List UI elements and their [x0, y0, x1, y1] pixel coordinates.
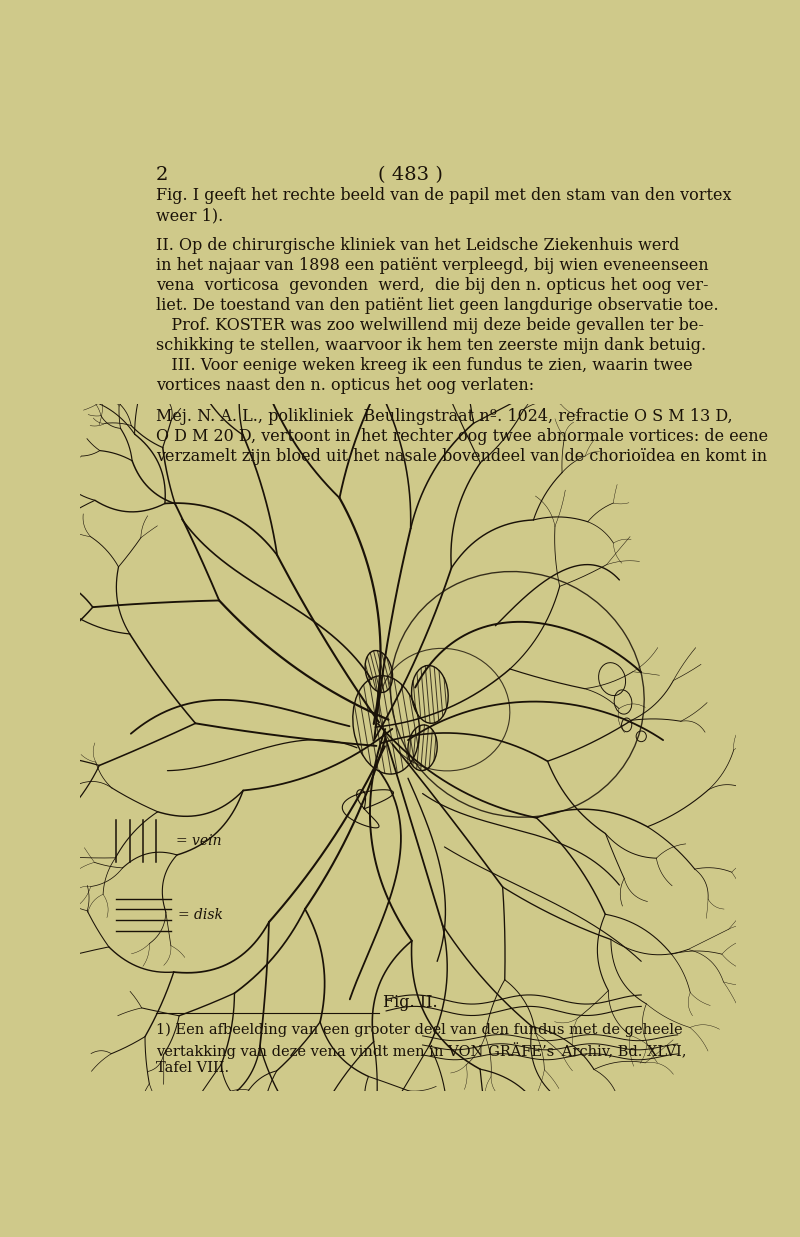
- Text: vena  vorticosa  gevonden  werd,  die bij den n. opticus het oog ver-: vena vorticosa gevonden werd, die bij de…: [156, 277, 708, 294]
- Text: vertakking van deze vena vindt men in VON GRÄFE’s  Archiv, Bd. XLVI,: vertakking van deze vena vindt men in VO…: [156, 1042, 686, 1059]
- Text: = vein: = vein: [176, 834, 222, 849]
- Text: 2: 2: [156, 166, 168, 183]
- Text: II. Op de chirurgische kliniek van het Leidsche Ziekenhuis werd: II. Op de chirurgische kliniek van het L…: [156, 238, 679, 254]
- Text: Fig. II.: Fig. II.: [382, 995, 438, 1012]
- Text: Prof. KOSTER was zoo welwillend mij deze beide gevallen ter be-: Prof. KOSTER was zoo welwillend mij deze…: [156, 317, 704, 334]
- Text: = disk: = disk: [178, 908, 223, 922]
- Text: Fig. I geeft het rechte beeld van de papil met den stam van den vortex: Fig. I geeft het rechte beeld van de pap…: [156, 187, 731, 204]
- Text: in het najaar van 1898 een patiënt verpleegd, bij wien eveneenseen: in het najaar van 1898 een patiënt verpl…: [156, 257, 709, 275]
- Text: Tafel VIII.: Tafel VIII.: [156, 1061, 229, 1075]
- Text: O D M 20 D, vertoont in  het rechter oog twee abnormale vortices: de eene: O D M 20 D, vertoont in het rechter oog …: [156, 428, 768, 444]
- Text: schikking te stellen, waarvoor ik hem ten zeerste mijn dank betuig.: schikking te stellen, waarvoor ik hem te…: [156, 336, 706, 354]
- Text: III. Voor eenige weken kreeg ik een fundus te zien, waarin twee: III. Voor eenige weken kreeg ik een fund…: [156, 357, 693, 374]
- Text: weer 1).: weer 1).: [156, 208, 223, 224]
- Text: liet. De toestand van den patiënt liet geen langdurige observatie toe.: liet. De toestand van den patiënt liet g…: [156, 297, 718, 314]
- Text: Mej. N. A. L., polikliniek  Beulingstraat nº. 1024, refractie O S M 13 D,: Mej. N. A. L., polikliniek Beulingstraat…: [156, 407, 733, 424]
- Text: vortices naast den n. opticus het oog verlaten:: vortices naast den n. opticus het oog ve…: [156, 377, 534, 395]
- Text: ( 483 ): ( 483 ): [378, 166, 442, 183]
- Text: verzamelt zijn bloed uit het nasale bovendeel van de chorioïdea en komt in: verzamelt zijn bloed uit het nasale bove…: [156, 448, 767, 465]
- Text: 1) Een afbeelding van een grooter deel van den fundus met de geheele: 1) Een afbeelding van een grooter deel v…: [156, 1023, 682, 1037]
